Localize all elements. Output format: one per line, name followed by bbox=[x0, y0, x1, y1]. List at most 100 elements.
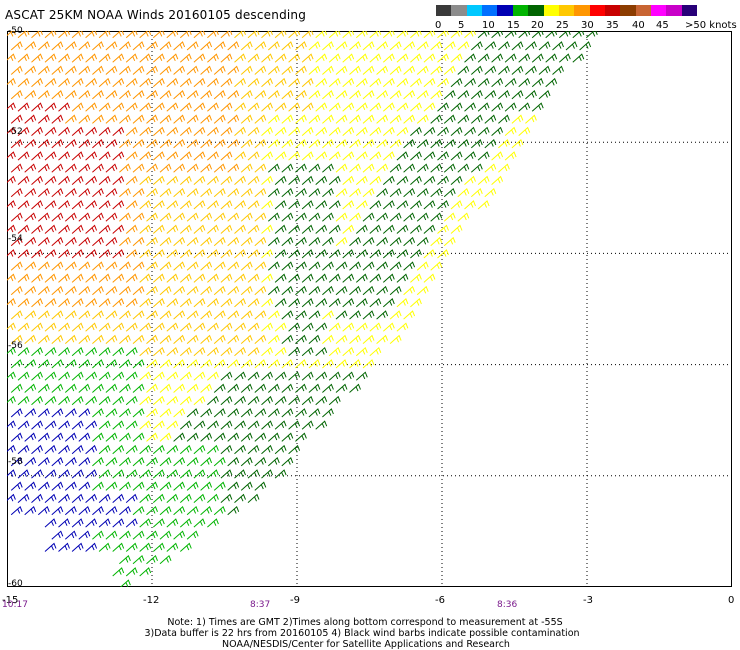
wind-barb bbox=[51, 383, 64, 393]
wind-barb bbox=[132, 432, 145, 442]
wind-barb bbox=[193, 53, 206, 63]
wind-barb bbox=[85, 371, 98, 381]
wind-barb bbox=[125, 126, 138, 136]
wind-barb bbox=[58, 493, 70, 503]
wind-barb bbox=[267, 261, 280, 271]
wind-barb bbox=[234, 469, 246, 479]
wind-barb bbox=[125, 542, 138, 552]
wind-barb bbox=[179, 175, 192, 185]
wind-barb bbox=[200, 334, 213, 344]
wind-barb bbox=[159, 65, 172, 75]
wind-barb bbox=[24, 310, 37, 320]
wind-barb bbox=[315, 371, 328, 381]
wind-barb bbox=[152, 395, 165, 406]
wind-barb bbox=[281, 432, 294, 442]
wind-barb bbox=[220, 298, 233, 308]
wind-barb bbox=[37, 334, 50, 344]
colorbar-label: 30 bbox=[581, 20, 594, 31]
wind-barb bbox=[37, 285, 50, 296]
wind-barb bbox=[254, 261, 267, 271]
wind-barb bbox=[125, 175, 138, 185]
wind-barb bbox=[362, 334, 375, 344]
wind-barb bbox=[146, 554, 158, 565]
wind-barb bbox=[186, 65, 199, 75]
wind-barb bbox=[416, 187, 429, 198]
wind-barb bbox=[186, 139, 199, 149]
wind-barb bbox=[98, 175, 111, 185]
wind-barb bbox=[511, 139, 524, 149]
wind-barb bbox=[281, 261, 294, 271]
wind-barb bbox=[335, 359, 348, 369]
wind-barb bbox=[430, 114, 443, 124]
wind-barb bbox=[335, 65, 348, 75]
wind-barb bbox=[403, 41, 416, 51]
wind-barb bbox=[450, 102, 463, 112]
wind-barb bbox=[98, 444, 111, 455]
wind-barb bbox=[261, 249, 273, 259]
wind-barb bbox=[342, 298, 355, 308]
wind-barb bbox=[24, 236, 37, 247]
wind-barb bbox=[37, 212, 50, 222]
wind-barb bbox=[457, 65, 470, 75]
wind-barb bbox=[92, 408, 104, 418]
wind-barb bbox=[342, 371, 355, 381]
wind-barb bbox=[166, 273, 179, 283]
wind-barb bbox=[179, 469, 192, 479]
wind-barb bbox=[308, 114, 321, 124]
wind-barb bbox=[64, 457, 77, 467]
wind-barb bbox=[159, 285, 172, 296]
wind-barb bbox=[85, 346, 98, 357]
wind-barb bbox=[132, 139, 145, 149]
wind-barb bbox=[342, 102, 355, 112]
wind-barb bbox=[396, 298, 409, 308]
wind-barb bbox=[37, 310, 50, 320]
wind-barb bbox=[24, 383, 37, 393]
wind-barb bbox=[267, 383, 280, 393]
wind-barb bbox=[132, 212, 145, 222]
wind-barb bbox=[186, 187, 199, 198]
wind-barb bbox=[31, 126, 43, 136]
wind-barb bbox=[450, 77, 463, 88]
wind-barb bbox=[227, 359, 240, 369]
wind-barb bbox=[31, 151, 43, 161]
wind-barb bbox=[484, 114, 497, 124]
wind-barb bbox=[17, 420, 30, 430]
wind-barb bbox=[322, 114, 334, 124]
wind-barb bbox=[525, 90, 537, 100]
wind-barb bbox=[17, 53, 30, 63]
wind-barb bbox=[173, 163, 186, 173]
colorbar-segment bbox=[635, 5, 652, 16]
wind-barb bbox=[254, 285, 267, 296]
wind-barb bbox=[335, 383, 348, 393]
wind-barb bbox=[403, 139, 416, 149]
wind-barb bbox=[382, 175, 395, 185]
wind-barb bbox=[416, 90, 429, 100]
wind-barb bbox=[58, 395, 70, 406]
wind-barb bbox=[322, 90, 334, 100]
wind-barb bbox=[146, 505, 158, 516]
wind-barb bbox=[267, 310, 280, 320]
wind-barb bbox=[301, 77, 314, 88]
wind-barb bbox=[10, 285, 23, 296]
wind-barb bbox=[193, 224, 206, 234]
wind-barb bbox=[105, 114, 118, 124]
wind-barb bbox=[10, 41, 23, 51]
wind-barb bbox=[31, 493, 43, 503]
wind-barb bbox=[152, 224, 165, 234]
wind-barb bbox=[125, 31, 138, 39]
wind-barb bbox=[139, 420, 152, 430]
wind-barb bbox=[261, 298, 273, 308]
wind-barb bbox=[335, 114, 348, 124]
wind-barb bbox=[518, 77, 531, 88]
wind-barb bbox=[125, 322, 138, 332]
wind-barb bbox=[322, 359, 334, 369]
wind-barb bbox=[498, 139, 510, 149]
wind-barb bbox=[112, 444, 125, 455]
wind-barb bbox=[308, 212, 321, 222]
wind-barb bbox=[295, 139, 307, 149]
wind-barb bbox=[240, 457, 253, 467]
wind-barb bbox=[64, 285, 77, 296]
wind-barb bbox=[450, 151, 463, 161]
wind-barb bbox=[105, 285, 118, 296]
wind-barb bbox=[17, 346, 30, 357]
